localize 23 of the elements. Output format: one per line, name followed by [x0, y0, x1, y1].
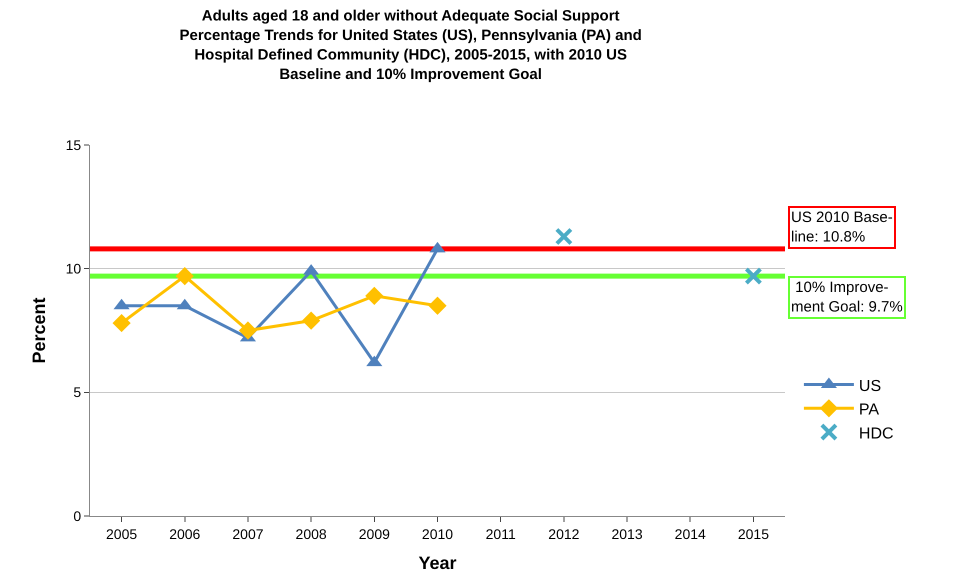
x-tick-label: 2006	[169, 526, 201, 542]
legend-label: PA	[858, 402, 880, 419]
ref-line-label: US 2010 Base- line: 10.8%	[791, 209, 893, 246]
x-tick-label: 2009	[358, 526, 390, 542]
y-tick-label: 5	[73, 384, 82, 400]
x-tick-label: 2010	[422, 526, 454, 542]
x-tick-label: 2014	[674, 526, 706, 542]
legend-label: HDC	[858, 425, 894, 442]
x-axis-title: Year	[418, 552, 457, 573]
x-tick-label: 2007	[232, 526, 264, 542]
y-axis-title: Percent	[28, 297, 49, 364]
x-tick-label: 2015	[738, 526, 770, 542]
y-tick-label: 15	[66, 136, 82, 153]
chart-title: Adults aged 18 and older without Adequate Social Support Percentage Trends for United States (US), Pennsylvania (PA) and Hospital Defined Community (HDC), 2005-2015, with 2010 US Baseline and 10% Improvement Goal	[179, 7, 642, 83]
ref-line-label: 10% Improve- ment Goal: 9.7%	[791, 279, 903, 316]
y-tick-label: 10	[66, 260, 82, 277]
x-tick-label: 2012	[548, 526, 580, 542]
x-tick-label: 2008	[296, 526, 327, 542]
y-tick-label: 0	[73, 508, 82, 524]
x-tick-label: 2013	[611, 526, 643, 542]
legend-label: US	[858, 378, 882, 395]
x-tick-label: 2005	[106, 526, 138, 542]
x-tick-label: 2011	[486, 526, 516, 542]
